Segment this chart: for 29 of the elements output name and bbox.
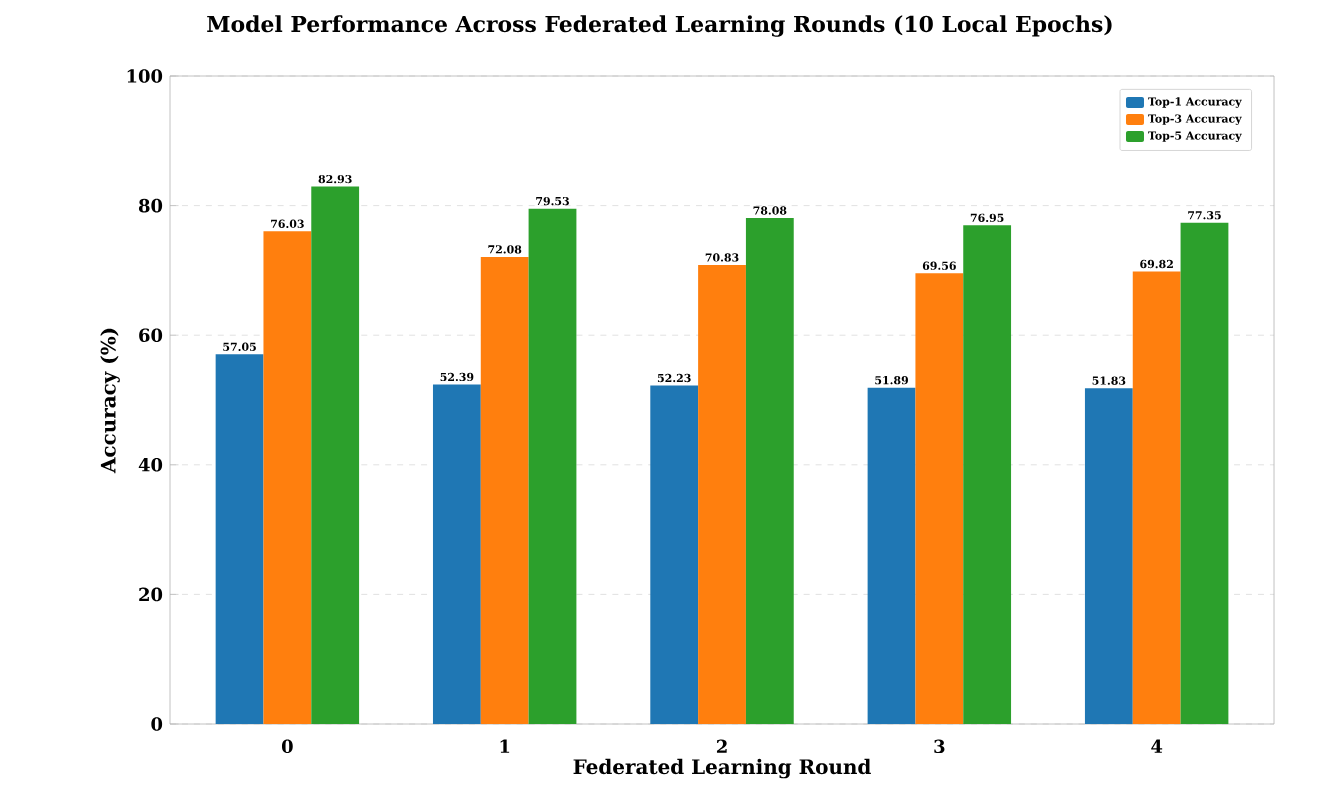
x-tick-label: 4 <box>1151 739 1163 753</box>
y-tick-label: 60 <box>139 328 163 342</box>
bar <box>745 218 794 724</box>
chart-title: Model Performance Across Federated Learning Rounds (10 Local Epochs) <box>207 15 1112 37</box>
bar <box>480 256 529 724</box>
bar <box>650 385 699 724</box>
bar <box>867 387 916 724</box>
y-axis-title: Accuracy (%) <box>100 328 120 474</box>
bar <box>311 186 360 724</box>
bar <box>1180 222 1229 724</box>
x-tick-label: 0 <box>281 739 293 754</box>
bar <box>1084 388 1133 724</box>
bar <box>432 384 481 724</box>
bar <box>698 265 746 724</box>
x-axis-title: Federated Learning Round <box>573 758 871 779</box>
x-tick-label: 3 <box>934 739 945 754</box>
bar <box>1132 271 1181 724</box>
bar <box>528 208 577 724</box>
x-tick-label: 2 <box>716 739 727 753</box>
y-tick-label: 40 <box>138 458 163 472</box>
y-tick-label: 100 <box>127 69 163 83</box>
bar <box>915 273 964 724</box>
bar <box>963 225 1012 724</box>
y-tick-label: 20 <box>139 587 163 602</box>
bar <box>215 354 264 724</box>
y-tick-label: 0 <box>151 717 163 731</box>
bar <box>263 231 312 724</box>
x-tick-label: 1 <box>500 739 510 753</box>
y-tick-label: 80 <box>138 198 163 213</box>
